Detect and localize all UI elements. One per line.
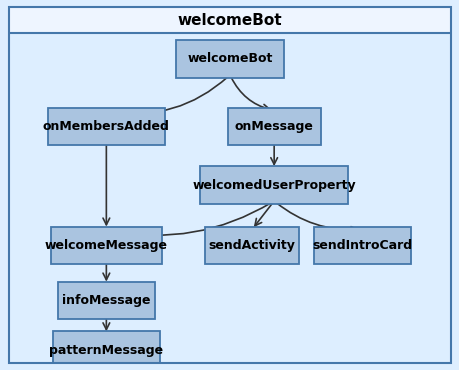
FancyBboxPatch shape [200,166,347,204]
Text: sendActivity: sendActivity [208,239,295,252]
FancyBboxPatch shape [175,40,284,78]
Text: welcomeBot: welcomeBot [187,53,272,65]
FancyBboxPatch shape [227,108,320,145]
FancyBboxPatch shape [9,7,450,33]
FancyBboxPatch shape [51,226,162,264]
FancyBboxPatch shape [53,332,159,369]
FancyBboxPatch shape [313,226,410,264]
FancyBboxPatch shape [48,108,165,145]
Text: welcomeMessage: welcomeMessage [45,239,168,252]
Text: infoMessage: infoMessage [62,294,150,307]
Text: welcomedUserProperty: welcomedUserProperty [192,178,355,192]
Text: patternMessage: patternMessage [49,344,163,357]
Text: onMembersAdded: onMembersAdded [43,120,169,133]
FancyBboxPatch shape [205,226,298,264]
FancyBboxPatch shape [57,282,155,319]
Text: welcomeBot: welcomeBot [177,13,282,28]
Text: onMessage: onMessage [234,120,313,133]
Text: sendIntroCard: sendIntroCard [312,239,412,252]
